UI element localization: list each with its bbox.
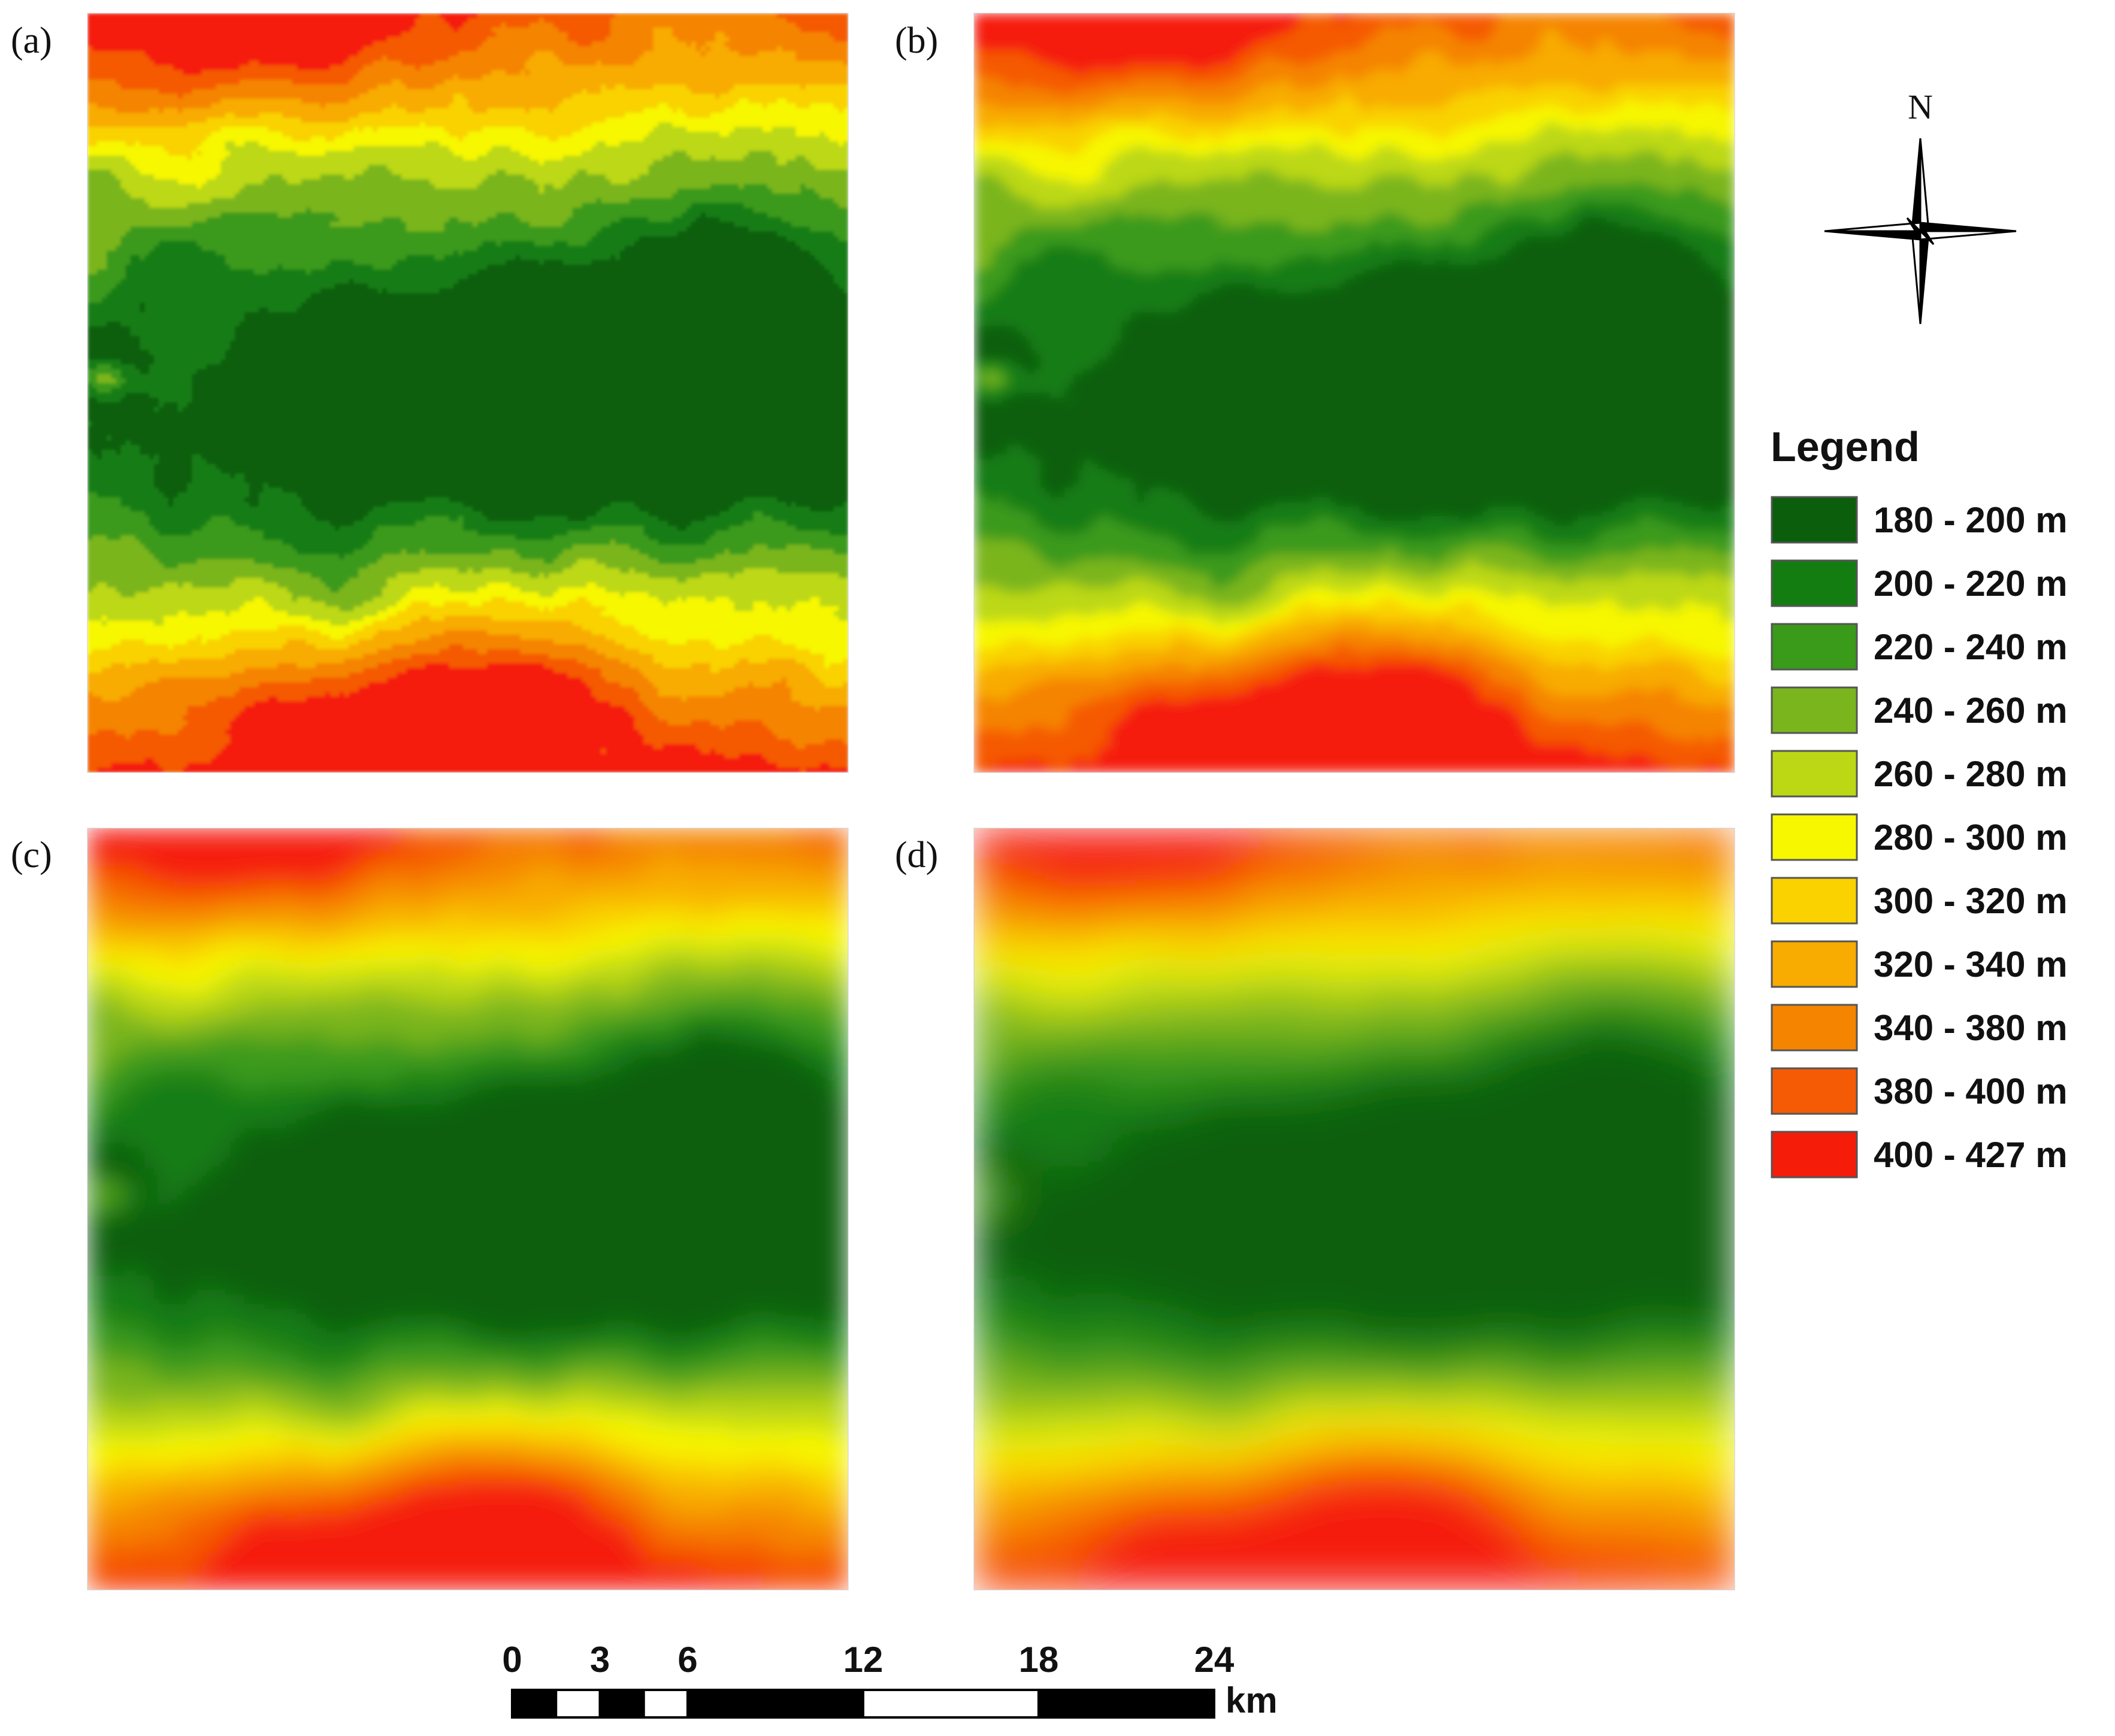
panel-label-c: (c) xyxy=(11,835,52,875)
legend-swatch-6 xyxy=(1771,877,1858,925)
panel-label-d: (d) xyxy=(895,835,938,875)
scale-segment-6 xyxy=(1037,1689,1215,1719)
scale-segment-4 xyxy=(686,1689,864,1719)
legend-label-3: 240 - 260 m xyxy=(1874,690,2068,731)
north-label: N xyxy=(1908,87,1933,126)
elevation-map-a xyxy=(87,13,848,772)
legend-title: Legend xyxy=(1771,423,1920,470)
scale-segment-3 xyxy=(642,1689,689,1719)
legend-swatch-8 xyxy=(1771,1004,1858,1052)
legend-swatch-9 xyxy=(1771,1067,1858,1115)
legend-label-6: 300 - 320 m xyxy=(1874,881,2068,921)
map-panel-b: (b) xyxy=(895,13,1735,773)
scale-tick-label-4: 18 xyxy=(1019,1640,1059,1680)
legend: Legend 180 - 200 m 200 - 220 m 220 - 240 m… xyxy=(1771,423,2068,1178)
legend-swatch-1 xyxy=(1771,559,1858,607)
scale-tick-label-3: 12 xyxy=(843,1640,883,1680)
legend-label-5: 280 - 300 m xyxy=(1874,817,2068,858)
map-panel-d: (d) xyxy=(895,828,1735,1590)
panel-label-b: (b) xyxy=(895,20,938,61)
elevation-map-b xyxy=(974,13,1735,772)
scale-tick-label-5: 24 xyxy=(1194,1640,1234,1680)
legend-swatch-5 xyxy=(1771,813,1858,861)
scale-unit: km xyxy=(1226,1680,1278,1720)
legend-label-1: 200 - 220 m xyxy=(1874,563,2068,604)
legend-swatch-10 xyxy=(1771,1131,1858,1178)
elevation-map-d xyxy=(974,828,1735,1590)
legend-swatch-3 xyxy=(1771,686,1858,734)
legend-label-8: 340 - 380 m xyxy=(1874,1008,2068,1048)
scale-tick-label-2: 6 xyxy=(677,1640,697,1680)
scale-segment-0 xyxy=(511,1689,558,1719)
scale-tick-label-0: 0 xyxy=(502,1640,522,1680)
scale-segment-1 xyxy=(555,1689,601,1719)
elevation-map-c xyxy=(87,828,848,1590)
legend-label-9: 380 - 400 m xyxy=(1874,1071,2068,1111)
panel-label-a: (a) xyxy=(11,20,52,61)
legend-label-10: 400 - 427 m xyxy=(1874,1135,2068,1175)
legend-label-4: 260 - 280 m xyxy=(1874,754,2068,794)
legend-label-7: 320 - 340 m xyxy=(1874,944,2068,984)
compass-rose-icon xyxy=(1824,138,2017,325)
legend-swatch-7 xyxy=(1771,940,1858,988)
scale-segment-5 xyxy=(862,1689,1040,1719)
scale-bar: 0 3 6 12 18 24 km xyxy=(502,1640,1277,1720)
north-arrow: N xyxy=(1824,87,2017,325)
map-panel-c: (c) xyxy=(11,828,849,1590)
legend-swatch-2 xyxy=(1771,623,1858,671)
legend-label-0: 180 - 200 m xyxy=(1874,500,2068,540)
scale-segment-2 xyxy=(598,1689,645,1719)
legend-swatch-0 xyxy=(1771,496,1858,544)
scale-tick-label-1: 3 xyxy=(590,1640,610,1680)
legend-label-2: 220 - 240 m xyxy=(1874,627,2068,667)
legend-swatch-4 xyxy=(1771,750,1858,798)
map-panel-a: (a) xyxy=(11,13,849,773)
